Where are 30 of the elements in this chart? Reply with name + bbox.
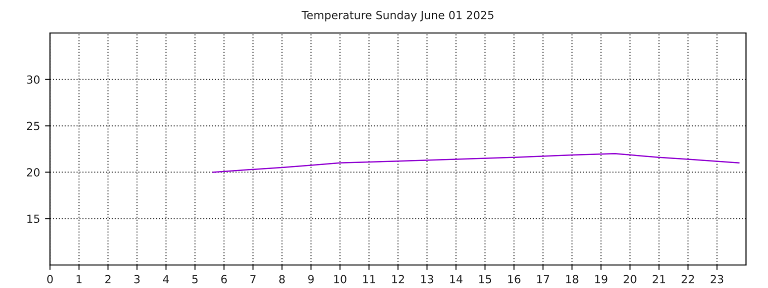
x-tick-label: 21 (652, 274, 666, 284)
x-tick-label: 16 (508, 274, 520, 284)
x-tick-label: 4 (163, 275, 169, 284)
x-tick-label: 3 (134, 274, 140, 284)
x-tick-label: 11 (363, 275, 376, 284)
y-tick-label: 20 (26, 168, 40, 177)
y-tick-label: 30 (26, 75, 40, 84)
x-tick-label: 17 (537, 275, 550, 284)
y-tick-label: 25 (26, 122, 40, 130)
x-tick-label: 0 (47, 274, 53, 284)
x-tick-label: 13 (421, 274, 434, 284)
x-tick-label: 19 (595, 274, 608, 284)
x-tick-label: 15 (479, 275, 492, 284)
x-tick-label: 8 (279, 274, 285, 284)
x-tick-label: 20 (624, 274, 636, 284)
x-tick-label: 9 (308, 274, 314, 284)
x-tick-label: 22 (682, 274, 694, 284)
x-tick-label: 10 (334, 274, 346, 284)
x-tick-label: 18 (566, 274, 578, 284)
chart-title: Temperature Sunday June 01 2025 (302, 10, 494, 22)
x-tick-label: 12 (392, 274, 404, 284)
x-tick-label: 14 (450, 275, 462, 284)
x-tick-label: 6 (221, 274, 227, 284)
x-tick-label: 7 (250, 275, 256, 284)
x-tick-label: 1 (76, 275, 82, 284)
y-tick-label: 15 (27, 214, 40, 223)
line-series (212, 153, 740, 173)
x-tick-label: 2 (105, 274, 110, 284)
x-tick-label: 5 (192, 275, 198, 284)
x-tick-label: 23 (710, 274, 724, 284)
